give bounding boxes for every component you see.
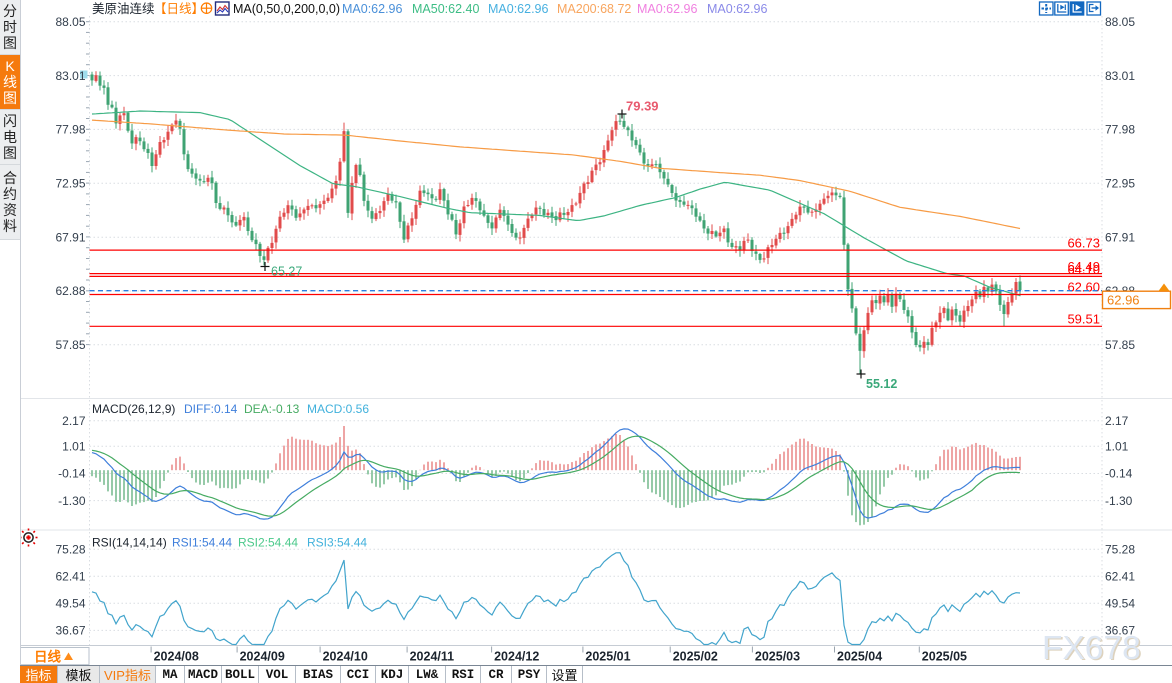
svg-text:MA(0,50,0,200,0,0): MA(0,50,0,200,0,0) (233, 2, 340, 16)
svg-text:36.67: 36.67 (55, 624, 85, 638)
svg-text:2024/11: 2024/11 (410, 650, 455, 664)
svg-text:2.17: 2.17 (62, 414, 86, 428)
svg-text:MA0:62.96: MA0:62.96 (488, 2, 549, 16)
svg-text:RSI3:54.44: RSI3:54.44 (307, 536, 367, 550)
svg-text:MACD:0.56: MACD:0.56 (307, 402, 369, 416)
svg-text:2025/01: 2025/01 (585, 650, 630, 664)
svg-text:62.88: 62.88 (55, 284, 85, 298)
svg-text:88.05: 88.05 (55, 15, 85, 29)
svg-text:MA200:68.72: MA200:68.72 (557, 2, 631, 16)
svg-text:-1.30: -1.30 (58, 494, 86, 508)
svg-text:-1.30: -1.30 (1105, 494, 1133, 508)
svg-text:77.98: 77.98 (1105, 123, 1135, 137)
svg-text:RSI2:54.44: RSI2:54.44 (238, 536, 298, 550)
svg-text:2.17: 2.17 (1105, 414, 1129, 428)
svg-text:-0.14: -0.14 (1105, 467, 1133, 481)
svg-text:36.67: 36.67 (1105, 624, 1135, 638)
svg-text:66.73: 66.73 (1067, 236, 1100, 251)
svg-text:1.01: 1.01 (1105, 440, 1129, 454)
svg-text:MA0:62.96: MA0:62.96 (637, 2, 698, 16)
svg-text:MA0:62.96: MA0:62.96 (707, 2, 768, 16)
svg-text:MA50:62.40: MA50:62.40 (412, 2, 479, 16)
svg-text:RSI(14,14,14): RSI(14,14,14) (92, 536, 167, 550)
svg-text:2024/09: 2024/09 (240, 650, 285, 664)
svg-text:72.95: 72.95 (55, 176, 85, 190)
svg-text:65.27: 65.27 (271, 265, 302, 279)
svg-text:57.85: 57.85 (55, 338, 85, 352)
svg-text:75.28: 75.28 (55, 542, 85, 556)
svg-text:RSI1:54.44: RSI1:54.44 (172, 536, 232, 550)
svg-text:1.01: 1.01 (62, 440, 86, 454)
svg-text:62.41: 62.41 (55, 569, 85, 583)
svg-text:2025/05: 2025/05 (922, 650, 967, 664)
svg-text:日线: 日线 (34, 649, 61, 665)
svg-text:62.60: 62.60 (1067, 280, 1100, 295)
svg-text:【日线】: 【日线】 (154, 2, 204, 16)
svg-text:MACD(26,12,9): MACD(26,12,9) (92, 402, 175, 416)
svg-text:83.01: 83.01 (1105, 69, 1135, 83)
svg-text:2025/02: 2025/02 (673, 650, 718, 664)
svg-text:62.41: 62.41 (1105, 569, 1135, 583)
svg-text:88.05: 88.05 (1105, 15, 1135, 29)
svg-text:美原油连续: 美原油连续 (92, 1, 155, 16)
svg-text:2024/08: 2024/08 (154, 650, 199, 664)
svg-text:79.39: 79.39 (626, 99, 659, 114)
svg-text:57.85: 57.85 (1105, 338, 1135, 352)
svg-text:2025/03: 2025/03 (755, 650, 800, 664)
svg-text:64.49: 64.49 (1067, 259, 1100, 274)
svg-text:FX678: FX678 (1044, 631, 1143, 668)
svg-text:2024/12: 2024/12 (494, 650, 539, 664)
svg-text:-0.14: -0.14 (58, 467, 86, 481)
svg-text:62.96: 62.96 (1107, 292, 1140, 307)
svg-text:72.95: 72.95 (1105, 176, 1135, 190)
svg-text:55.12: 55.12 (866, 377, 897, 391)
svg-text:67.91: 67.91 (1105, 230, 1135, 244)
svg-text:2024/10: 2024/10 (323, 650, 368, 664)
svg-text:83.01: 83.01 (55, 69, 85, 83)
svg-text:MA0:62.96: MA0:62.96 (342, 2, 403, 16)
svg-text:77.98: 77.98 (55, 123, 85, 137)
svg-text:49.54: 49.54 (55, 597, 85, 611)
svg-text:67.91: 67.91 (55, 230, 85, 244)
svg-text:DEA:-0.13: DEA:-0.13 (244, 402, 300, 416)
svg-text:2025/04: 2025/04 (837, 650, 882, 664)
svg-text:FX678: FX678 (1042, 630, 1141, 667)
svg-text:DIFF:0.14: DIFF:0.14 (184, 402, 238, 416)
svg-text:49.54: 49.54 (1105, 597, 1135, 611)
svg-text:75.28: 75.28 (1105, 542, 1135, 556)
svg-text:64.10: 64.10 (1067, 262, 1100, 277)
svg-text:59.51: 59.51 (1067, 311, 1100, 326)
